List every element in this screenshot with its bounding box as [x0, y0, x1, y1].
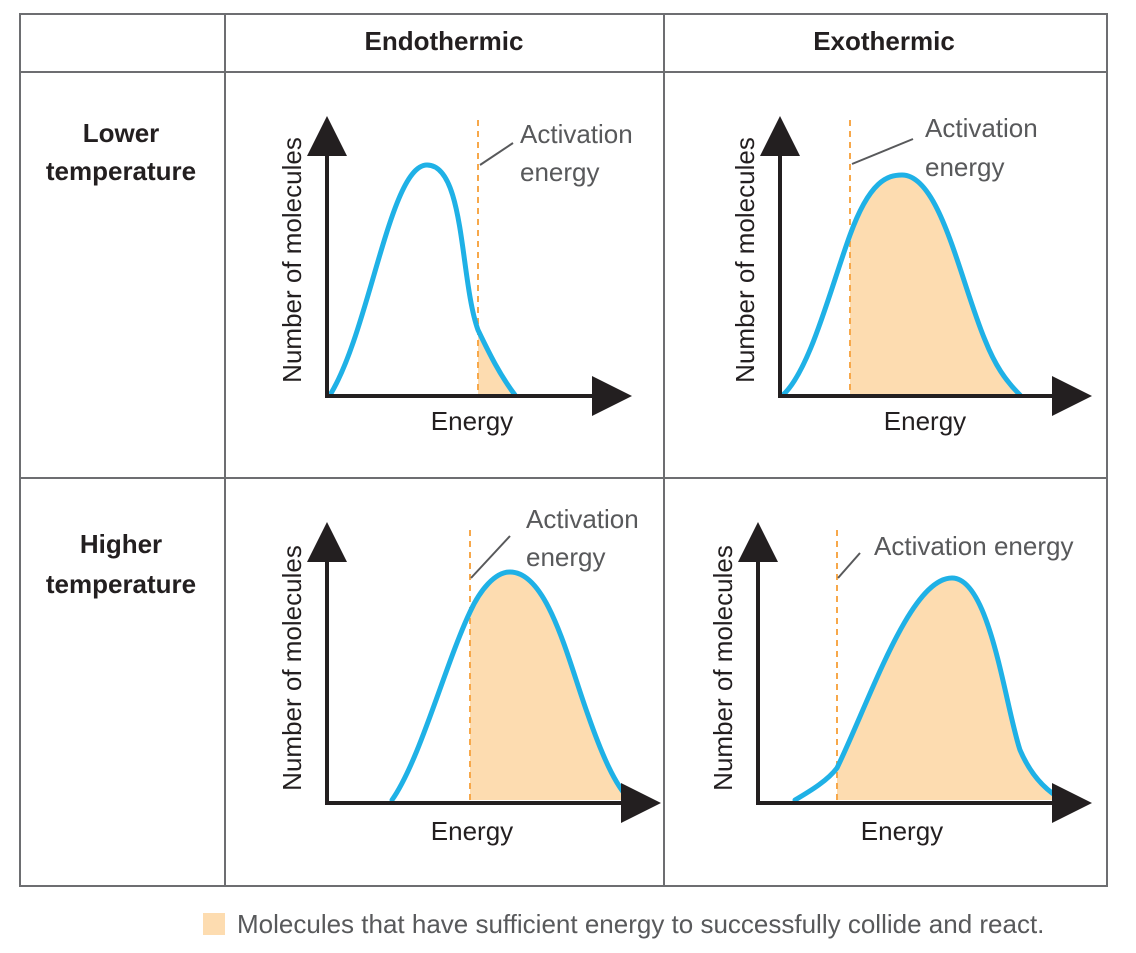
- column-header-endothermic: Endothermic: [365, 26, 524, 56]
- row-header-line: Higher: [80, 529, 162, 559]
- y-axis-label: Number of molecules: [277, 137, 307, 383]
- distribution-curve: [792, 575, 1066, 803]
- graph-endothermic-lower: Number of molecules Energy Activation en…: [277, 116, 633, 436]
- table-frame: [19, 13, 1108, 887]
- annotation-text: energy: [520, 157, 600, 187]
- y-axis-label: Number of molecules: [730, 137, 760, 383]
- x-axis-label: Energy: [431, 816, 513, 846]
- distribution-curve: [327, 162, 518, 398]
- annotation-text: Activation: [925, 113, 1038, 143]
- sufficient-energy-area: [850, 175, 1020, 395]
- annotation-leader: [851, 138, 914, 165]
- annotation-leader: [470, 535, 511, 579]
- annotation-text: energy: [526, 542, 606, 572]
- legend-text: Molecules that have sufficient energy to…: [237, 908, 1045, 939]
- row-header-line: Lower: [83, 118, 160, 148]
- annotation-text: energy: [925, 152, 1005, 182]
- row-header-line: temperature: [46, 569, 196, 599]
- annotation-text: Activation energy: [874, 531, 1073, 561]
- row-header-higher-temperature: Higher temperature: [46, 529, 196, 599]
- annotation-leader: [479, 142, 514, 166]
- graph-exothermic-higher: Number of molecules Energy Activation en…: [708, 522, 1092, 846]
- legend: Molecules that have sufficient energy to…: [203, 904, 1044, 944]
- row-header-lower-temperature: Lower temperature: [46, 118, 196, 186]
- annotation-text: Activation: [526, 504, 639, 534]
- sufficient-energy-area: [470, 572, 630, 800]
- distribution-curve: [389, 569, 633, 803]
- x-axis-label: Energy: [431, 406, 513, 436]
- column-header-exothermic: Exothermic: [813, 26, 955, 56]
- row-header-line: temperature: [46, 156, 196, 186]
- x-axis-label: Energy: [884, 406, 966, 436]
- annotation-text: Activation: [520, 119, 633, 149]
- y-axis-label: Number of molecules: [708, 545, 738, 791]
- graph-endothermic-higher: Number of molecules Energy Activation en…: [277, 504, 661, 846]
- annotation-leader: [837, 552, 861, 579]
- x-axis-label: Energy: [861, 816, 943, 846]
- graph-exothermic-lower: Number of molecules Energy Activation en…: [730, 113, 1092, 436]
- energy-distribution-table: Endothermic Exothermic Lower temperature…: [19, 13, 1108, 887]
- sufficient-energy-area: [478, 330, 515, 395]
- y-axis-label: Number of molecules: [277, 545, 307, 791]
- distribution-curve: [780, 172, 1023, 398]
- legend-swatch: [203, 913, 225, 935]
- sufficient-energy-area: [837, 578, 1063, 800]
